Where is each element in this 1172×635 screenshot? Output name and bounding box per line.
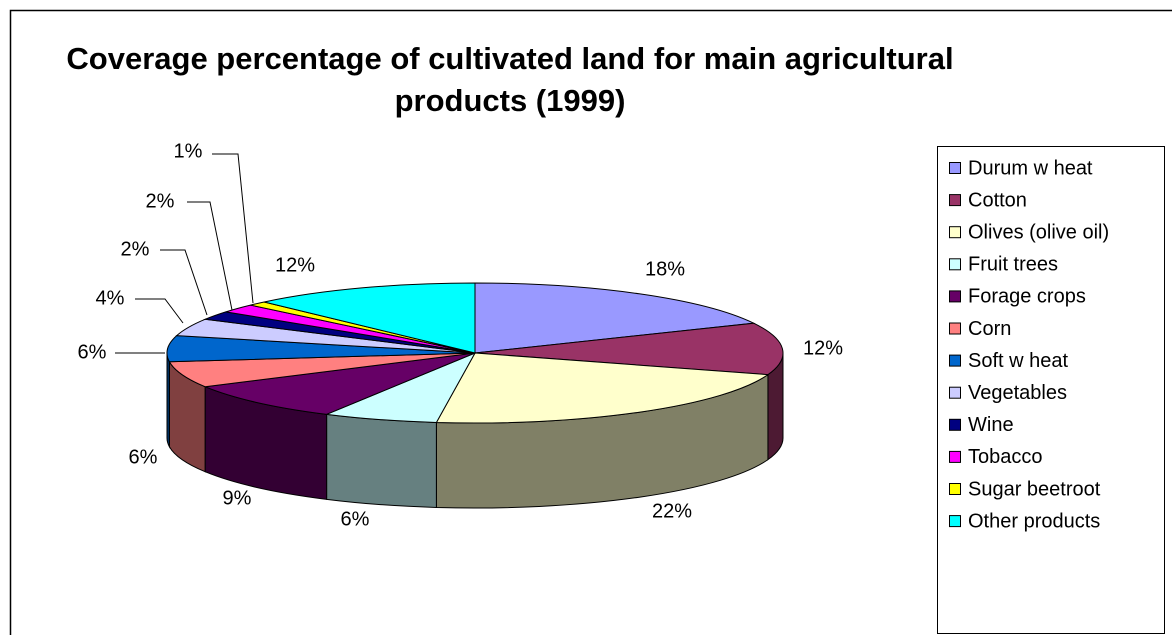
legend-swatch xyxy=(949,386,961,399)
data-label: 6% xyxy=(78,341,107,363)
leader-line xyxy=(212,153,254,304)
data-label: 2% xyxy=(146,190,175,212)
data-label: 2% xyxy=(121,238,150,260)
legend-label: Olives (olive oil) xyxy=(968,221,1109,243)
legend-label: Vegetables xyxy=(968,382,1067,404)
data-label: 6% xyxy=(341,508,370,530)
legend-swatch xyxy=(949,322,961,335)
slice xyxy=(203,352,476,415)
legend-label: Wine xyxy=(968,414,1014,436)
legend-label: Fruit trees xyxy=(968,254,1058,276)
legend-label: Sugar beetroot xyxy=(968,478,1101,500)
leader-line xyxy=(135,298,184,324)
slice xyxy=(435,352,770,424)
slice xyxy=(474,282,756,354)
legend-swatch xyxy=(949,354,961,367)
legend-label: Forage crops xyxy=(968,286,1086,308)
data-label: 22% xyxy=(652,500,692,522)
legend-box xyxy=(937,146,1165,634)
data-label: 12% xyxy=(803,337,843,359)
data-label: 1% xyxy=(174,140,203,162)
data-label: 4% xyxy=(96,287,125,309)
leader-line xyxy=(160,249,208,316)
legend-swatch xyxy=(949,194,961,207)
legend-label: Corn xyxy=(968,318,1011,340)
slice xyxy=(264,282,476,354)
slice xyxy=(474,322,784,376)
legend-swatch xyxy=(949,162,961,174)
legend-swatch xyxy=(949,515,961,528)
slice-side xyxy=(326,413,437,508)
legend-label: Tobacco xyxy=(968,446,1043,468)
legend-label: Cotton xyxy=(968,189,1027,211)
legend-swatch xyxy=(949,290,961,303)
chart-border xyxy=(9,9,1172,635)
legend-label: Durum w heat xyxy=(968,157,1093,179)
legend-swatch xyxy=(949,418,961,431)
leader-line xyxy=(187,201,233,311)
legend-swatch xyxy=(949,483,961,495)
legend-swatch xyxy=(949,450,961,463)
chart-title: Coverage percentage of cultivated land f… xyxy=(66,41,954,118)
legend-swatch xyxy=(949,226,961,239)
legend-swatch xyxy=(949,258,961,271)
data-label: 12% xyxy=(275,254,315,276)
data-label: 18% xyxy=(645,258,685,280)
legend-label: Soft w heat xyxy=(968,350,1069,372)
slice-side xyxy=(166,352,170,449)
data-label: 9% xyxy=(223,487,252,509)
data-label: 6% xyxy=(129,446,158,468)
legend-label: Other products xyxy=(968,510,1100,532)
